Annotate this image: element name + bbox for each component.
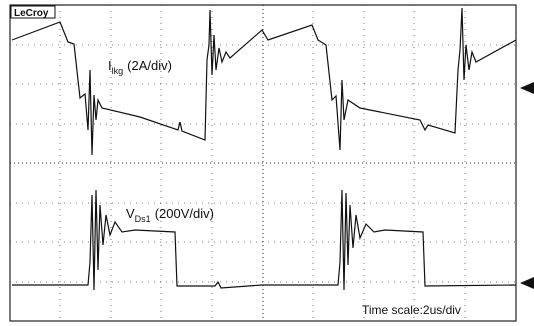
trace-subscript: Ds1 (135, 214, 151, 224)
trace-scale: (200V/div) (155, 206, 214, 221)
ground-markers (520, 82, 534, 289)
brand: LeCroy (14, 8, 49, 19)
trace-scale: (2A/div) (127, 58, 172, 73)
trace-subscript: lkg (112, 66, 124, 76)
time-scale: Time scale:2us/div (362, 303, 461, 317)
scope-screen: LeCroy Ilkg(2A/div) VDs1(200V/div) Time … (0, 0, 534, 326)
trace-symbol: V (126, 206, 135, 221)
